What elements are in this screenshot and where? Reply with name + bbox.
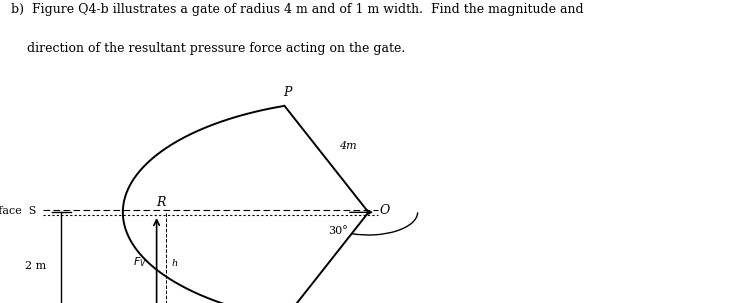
Text: $F_{II}$: $F_{II}$: [24, 302, 37, 303]
Text: O: O: [380, 205, 390, 218]
Text: 2 m: 2 m: [25, 261, 46, 271]
Text: b)  Figure Q4-b illustrates a gate of radius 4 m and of 1 m width.  Find the mag: b) Figure Q4-b illustrates a gate of rad…: [11, 3, 584, 16]
Text: direction of the resultant pressure force acting on the gate.: direction of the resultant pressure forc…: [11, 42, 405, 55]
Text: Water surface  S: Water surface S: [0, 206, 37, 216]
Text: h: h: [172, 259, 178, 268]
Text: P: P: [283, 86, 292, 99]
Text: $F_V$: $F_V$: [133, 255, 147, 269]
Text: R: R: [156, 196, 166, 209]
Text: 30°: 30°: [328, 226, 348, 236]
Text: 4m: 4m: [339, 141, 357, 151]
